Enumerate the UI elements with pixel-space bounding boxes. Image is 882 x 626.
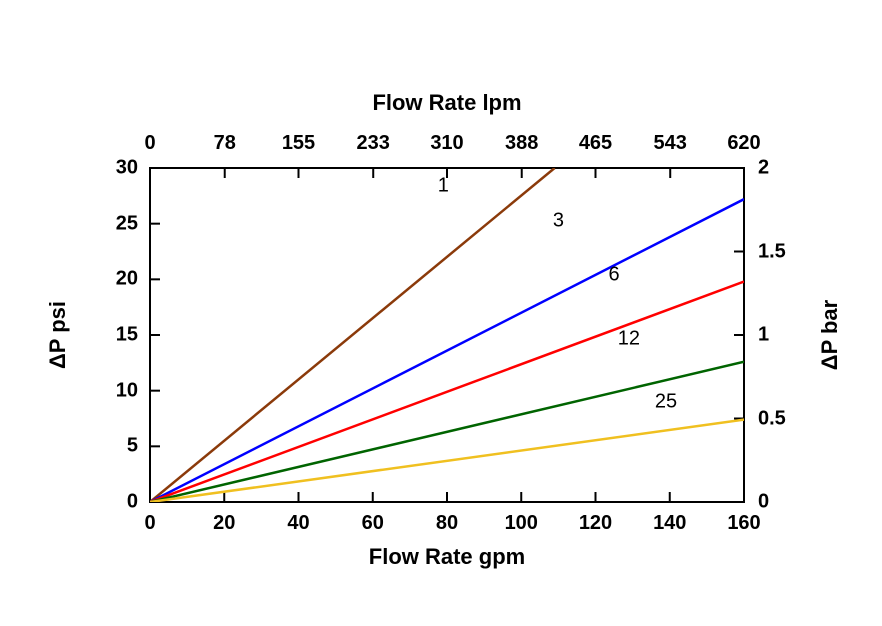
x-bottom-tick-label: 80 — [436, 512, 458, 535]
series-label: 1 — [438, 174, 449, 197]
x-top-tick-label: 78 — [214, 132, 236, 155]
x-top-tick-label: 388 — [505, 132, 538, 155]
series-label: 25 — [655, 390, 677, 413]
y-right-tick-label: 0.5 — [758, 407, 786, 430]
x-top-tick-label: 543 — [654, 132, 687, 155]
y-right-tick-label: 0 — [758, 491, 769, 514]
x-bottom-tick-label: 60 — [362, 512, 384, 535]
x-top-tick-label: 620 — [727, 132, 760, 155]
series-label: 6 — [609, 263, 620, 286]
x-top-tick-label: 0 — [144, 132, 155, 155]
series-line — [150, 168, 555, 502]
series-label: 12 — [618, 328, 640, 351]
y-left-tick-label: 5 — [127, 435, 138, 458]
y-right-tick-label: 1 — [758, 324, 769, 347]
y-right-tick-label: 2 — [758, 157, 769, 180]
x-bottom-tick-label: 120 — [579, 512, 612, 535]
x-bottom-tick-label: 20 — [213, 512, 235, 535]
y-left-tick-label: 30 — [116, 157, 138, 180]
plot-area — [150, 168, 744, 502]
y-right-axis-title: ΔP bar — [817, 300, 843, 370]
x-top-tick-label: 310 — [430, 132, 463, 155]
y-left-tick-label: 10 — [116, 379, 138, 402]
x-bottom-tick-label: 0 — [144, 512, 155, 535]
y-left-tick-label: 20 — [116, 268, 138, 291]
y-left-tick-label: 15 — [116, 324, 138, 347]
series-line — [150, 199, 744, 502]
x-top-axis-title: Flow Rate lpm — [372, 90, 521, 116]
y-left-tick-label: 25 — [116, 212, 138, 235]
y-left-tick-label: 0 — [127, 491, 138, 514]
x-bottom-axis-title: Flow Rate gpm — [369, 544, 525, 570]
x-top-tick-label: 233 — [357, 132, 390, 155]
x-bottom-tick-label: 160 — [727, 512, 760, 535]
x-top-tick-label: 465 — [579, 132, 612, 155]
series-label: 3 — [553, 210, 564, 233]
y-right-tick-label: 1.5 — [758, 240, 786, 263]
x-top-tick-label: 155 — [282, 132, 315, 155]
x-bottom-tick-label: 100 — [505, 512, 538, 535]
x-bottom-tick-label: 40 — [287, 512, 309, 535]
x-bottom-tick-label: 140 — [653, 512, 686, 535]
y-left-axis-title: ΔP psi — [45, 301, 71, 369]
